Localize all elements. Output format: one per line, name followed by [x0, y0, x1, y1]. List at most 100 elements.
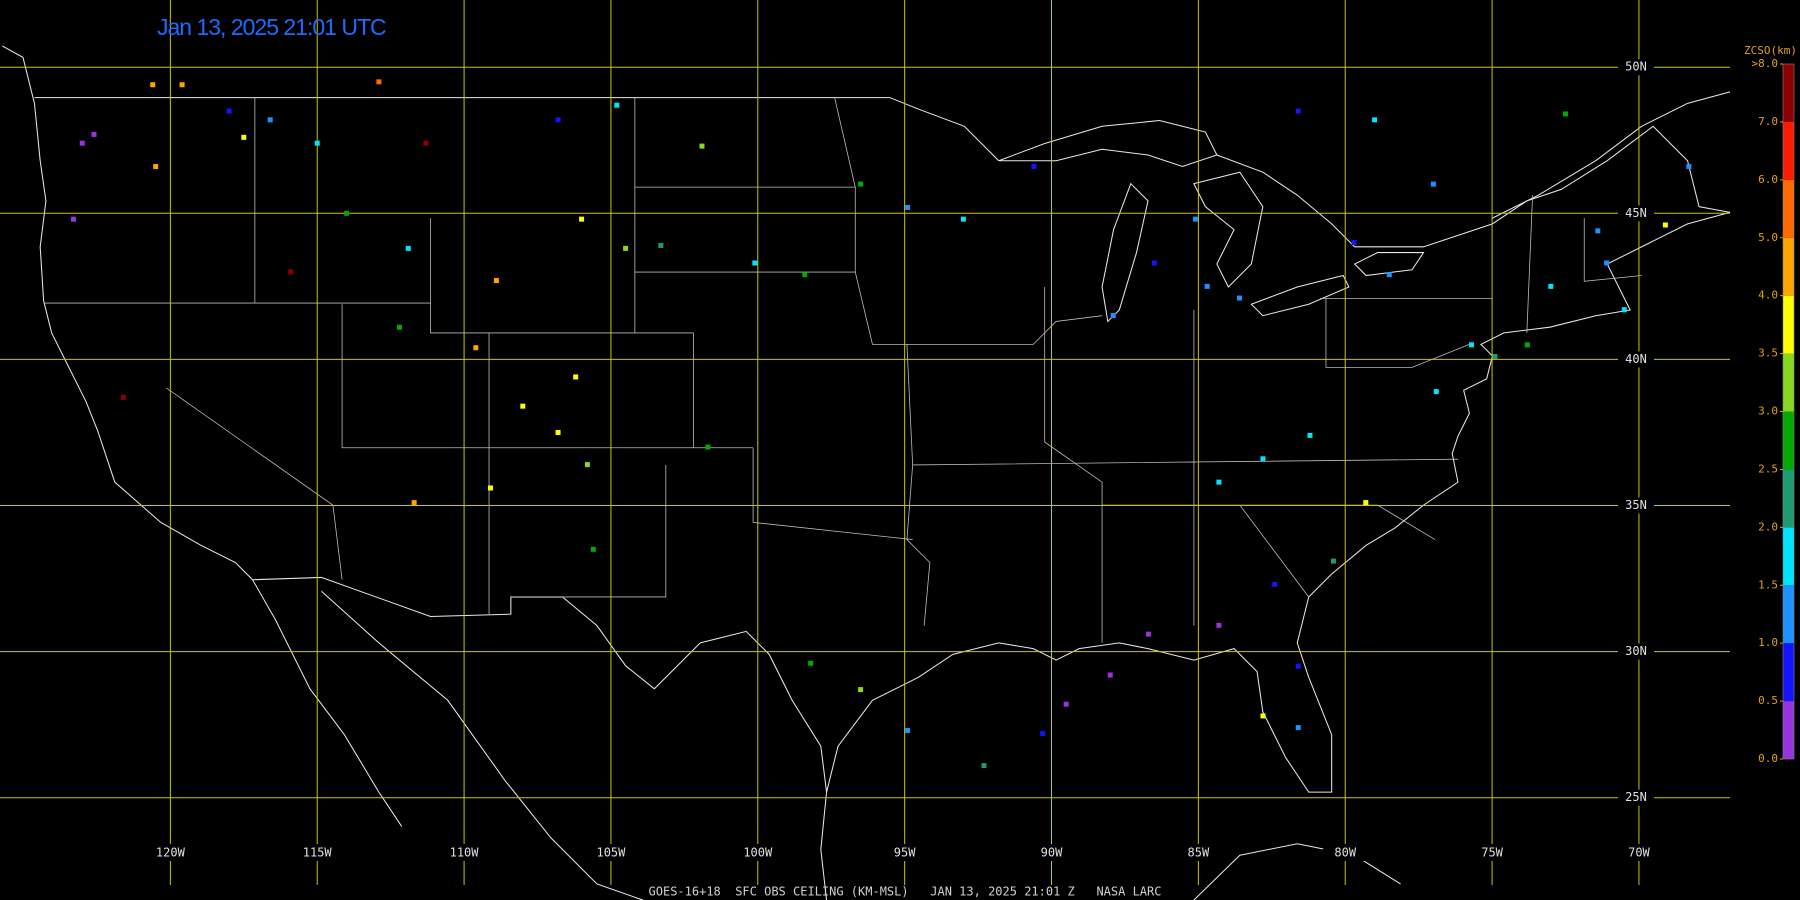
- legend-swatch: [1783, 295, 1794, 354]
- label-backing: [1616, 844, 1661, 861]
- stations: [70, 79, 1692, 769]
- legend-label: 7.0: [1758, 115, 1778, 128]
- station-ob: [584, 462, 590, 468]
- longitude-label: 95W: [894, 846, 916, 860]
- station-ob: [623, 245, 629, 251]
- station-ob: [1686, 164, 1692, 170]
- station-ob: [120, 394, 126, 400]
- latitude-label: 25N: [1625, 790, 1647, 804]
- legend-swatch: [1783, 237, 1794, 296]
- lake-huron: [1193, 171, 1264, 288]
- legend-label: 4.0: [1758, 289, 1778, 302]
- station-ob: [1107, 672, 1113, 678]
- station-ob: [314, 140, 320, 146]
- legend-label: 2.5: [1758, 462, 1778, 475]
- longitude-label: 80W: [1334, 846, 1356, 860]
- legend-swatch: [1783, 411, 1794, 470]
- station-ob: [1469, 342, 1475, 348]
- legend-swatch: [1783, 64, 1794, 122]
- legend-label: >8.0: [1752, 57, 1779, 70]
- station-ob: [344, 210, 350, 216]
- mexico-coast: [321, 590, 644, 900]
- station-ob: [658, 242, 664, 248]
- station-ob: [1295, 663, 1301, 669]
- label-backing: [1618, 789, 1654, 806]
- station-ob: [411, 500, 417, 506]
- station-ob: [705, 444, 711, 450]
- legend-label: 3.0: [1758, 405, 1778, 418]
- label-backing: [882, 844, 927, 861]
- station-ob: [153, 164, 159, 170]
- station-ob: [905, 728, 911, 734]
- label-backing: [442, 844, 487, 861]
- station-ob: [1433, 389, 1439, 395]
- legend-swatch: [1783, 585, 1794, 644]
- station-ob: [1031, 164, 1037, 170]
- longitude-label: 100W: [743, 846, 773, 860]
- station-ob: [1621, 307, 1627, 313]
- station-ob: [1595, 228, 1601, 234]
- station-ob: [573, 374, 579, 380]
- station-ob: [1372, 117, 1378, 123]
- legend-label: 3.5: [1758, 347, 1778, 360]
- legend-swatch: [1783, 121, 1794, 180]
- station-ob: [91, 131, 97, 137]
- label-backing: [1618, 497, 1654, 514]
- legend-label: 2.0: [1758, 520, 1778, 533]
- longitude-label: 75W: [1481, 846, 1503, 860]
- label-backing: [1618, 351, 1654, 368]
- station-ob: [960, 216, 966, 222]
- station-ob: [423, 140, 429, 146]
- canada-coast: [1492, 91, 1731, 219]
- station-ob: [150, 82, 156, 88]
- station-ob: [699, 143, 705, 149]
- station-ob: [1216, 622, 1222, 628]
- legend-label: 6.0: [1758, 173, 1778, 186]
- station-ob: [396, 324, 402, 330]
- station-ob: [1351, 240, 1357, 246]
- footer: GOES-16+18 SFC OBS CEILING (KM-MSL) JAN …: [649, 885, 1162, 899]
- latitude-label: 35N: [1625, 498, 1647, 512]
- station-ob: [858, 181, 864, 187]
- station-ob: [226, 108, 232, 114]
- label-backing: [1470, 844, 1515, 861]
- latitude-label: 30N: [1625, 644, 1647, 658]
- station-ob: [1063, 701, 1069, 707]
- station-ob: [1386, 272, 1392, 278]
- station-ob: [579, 216, 585, 222]
- longitude-label: 90W: [1041, 846, 1063, 860]
- longitude-label: 105W: [596, 846, 626, 860]
- station-ob: [1492, 353, 1498, 359]
- label-backing: [1176, 844, 1221, 861]
- legend-label: 1.5: [1758, 578, 1778, 591]
- legend-title: ZCSO(km): [1744, 44, 1797, 57]
- label-backing: [1618, 59, 1654, 76]
- station-ob: [1330, 558, 1336, 564]
- station-ob: [1307, 432, 1313, 438]
- station-ob: [493, 278, 499, 284]
- station-ob: [1563, 111, 1569, 117]
- station-ob: [614, 102, 620, 108]
- label-backing: [148, 844, 193, 861]
- lake-ontario: [1353, 252, 1425, 277]
- longitude-label: 120W: [156, 846, 186, 860]
- label-backing: [1029, 844, 1074, 861]
- latitude-label: 50N: [1625, 60, 1647, 74]
- label-backing: [295, 844, 340, 861]
- station-ob: [808, 660, 814, 666]
- station-ob: [1216, 479, 1222, 485]
- station-ob: [267, 117, 273, 123]
- station-ob: [1363, 500, 1369, 506]
- label-backing: [735, 844, 780, 861]
- station-ob: [1295, 108, 1301, 114]
- station-ob: [1260, 456, 1266, 462]
- station-ob: [1192, 216, 1198, 222]
- map-outlines: [2, 45, 1731, 900]
- station-ob: [555, 429, 561, 435]
- west-coast: [2, 45, 403, 827]
- station-ob: [70, 216, 76, 222]
- station-ob: [1236, 295, 1242, 301]
- legend-label: 1.0: [1758, 636, 1778, 649]
